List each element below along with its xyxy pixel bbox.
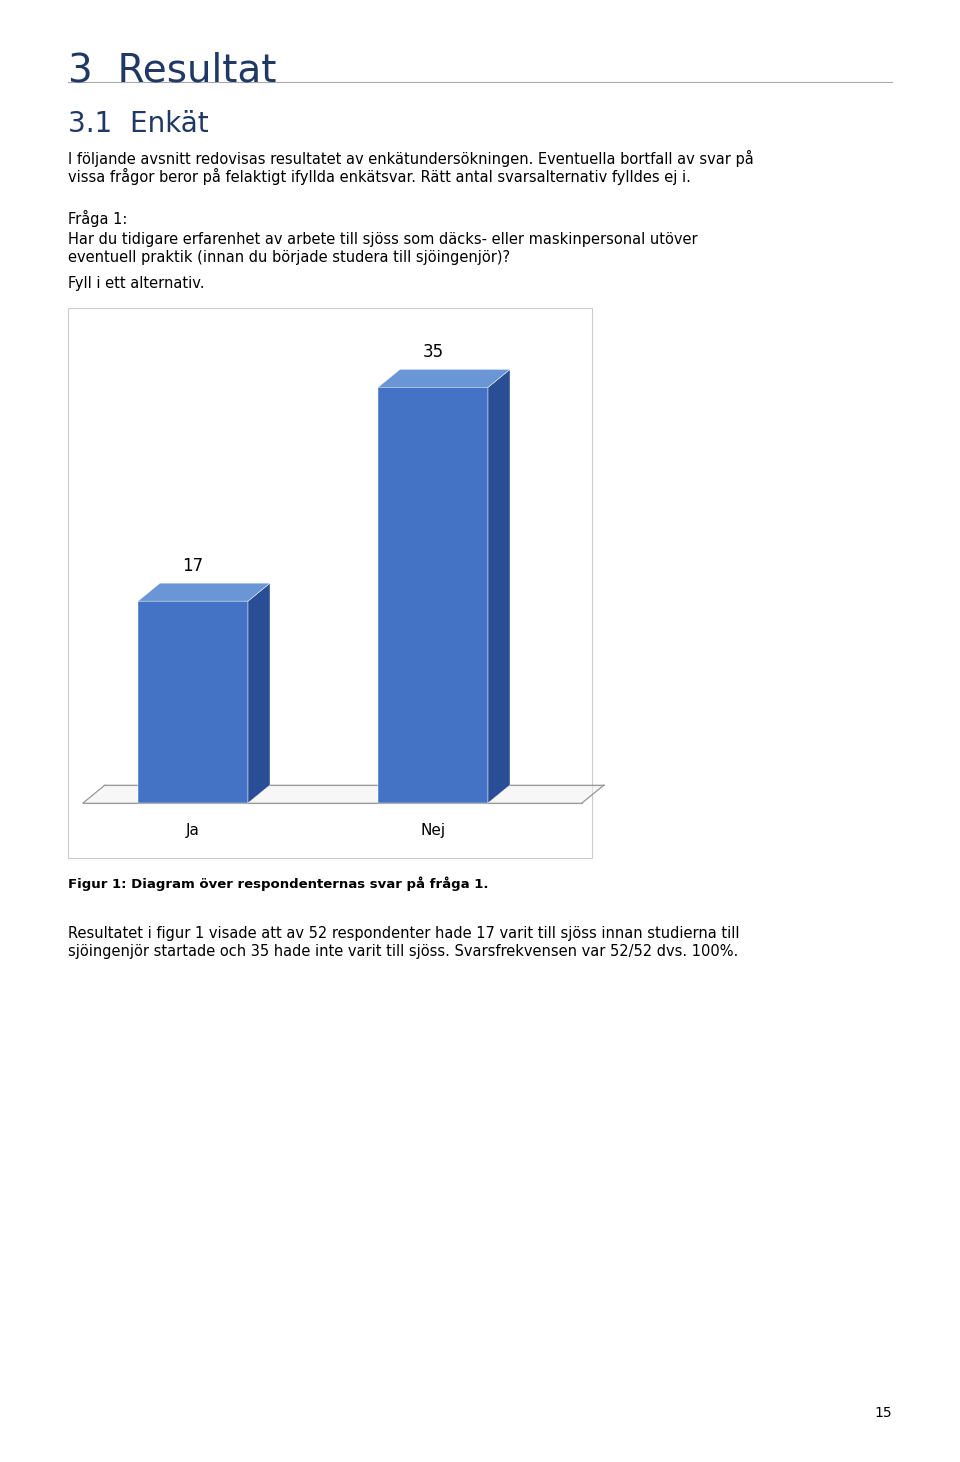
Polygon shape [83, 785, 604, 803]
Text: sjöingenjör startade och 35 hade inte varit till sjöss. Svarsfrekvensen var 52/5: sjöingenjör startade och 35 hade inte va… [68, 944, 738, 959]
Text: 3.1  Enkät: 3.1 Enkät [68, 110, 208, 137]
Polygon shape [138, 601, 248, 803]
Polygon shape [248, 583, 270, 803]
Polygon shape [138, 583, 270, 601]
Text: vissa frågor beror på felaktigt ifyllda enkätsvar. Rätt antal svarsalternativ fy: vissa frågor beror på felaktigt ifyllda … [68, 168, 691, 186]
Text: Fråga 1:: Fråga 1: [68, 211, 128, 227]
Text: Ja: Ja [186, 823, 200, 838]
Text: 3  Resultat: 3 Resultat [68, 53, 276, 91]
Polygon shape [378, 387, 488, 803]
Text: Har du tidigare erfarenhet av arbete till sjöss som däcks- eller maskinpersonal : Har du tidigare erfarenhet av arbete til… [68, 232, 698, 247]
Polygon shape [488, 370, 510, 803]
Text: 35: 35 [422, 344, 444, 361]
Text: 17: 17 [182, 557, 204, 575]
Polygon shape [378, 370, 510, 387]
Text: I följande avsnitt redovisas resultatet av enkätundersökningen. Eventuella bortf: I följande avsnitt redovisas resultatet … [68, 151, 754, 167]
Text: eventuell praktik (innan du började studera till sjöingenjör)?: eventuell praktik (innan du började stud… [68, 250, 510, 265]
Text: Fyll i ett alternativ.: Fyll i ett alternativ. [68, 276, 204, 291]
Bar [68, 308, 592, 858]
Text: 15: 15 [875, 1406, 892, 1420]
Text: Resultatet i figur 1 visade att av 52 respondenter hade 17 varit till sjöss inna: Resultatet i figur 1 visade att av 52 re… [68, 925, 739, 942]
Text: Nej: Nej [420, 823, 445, 838]
Text: Figur 1: Diagram över respondenternas svar på fråga 1.: Figur 1: Diagram över respondenternas sv… [68, 876, 489, 890]
